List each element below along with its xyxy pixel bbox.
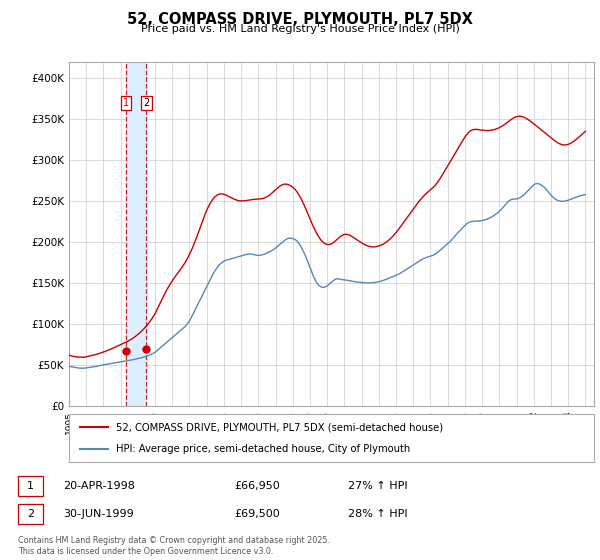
Text: 30-JUN-1999: 30-JUN-1999 — [63, 509, 134, 519]
Text: 20-APR-1998: 20-APR-1998 — [63, 481, 135, 491]
Text: 2: 2 — [143, 98, 149, 108]
Text: 52, COMPASS DRIVE, PLYMOUTH, PL7 5DX: 52, COMPASS DRIVE, PLYMOUTH, PL7 5DX — [127, 12, 473, 27]
Text: £66,950: £66,950 — [234, 481, 280, 491]
Text: 1: 1 — [122, 98, 128, 108]
Text: HPI: Average price, semi-detached house, City of Plymouth: HPI: Average price, semi-detached house,… — [116, 444, 410, 454]
Bar — [125, 62, 146, 406]
Text: 52, COMPASS DRIVE, PLYMOUTH, PL7 5DX (semi-detached house): 52, COMPASS DRIVE, PLYMOUTH, PL7 5DX (se… — [116, 422, 443, 432]
Text: Price paid vs. HM Land Registry's House Price Index (HPI): Price paid vs. HM Land Registry's House … — [140, 24, 460, 34]
Text: 1: 1 — [27, 481, 34, 491]
Text: 28% ↑ HPI: 28% ↑ HPI — [348, 509, 407, 519]
Text: £69,500: £69,500 — [234, 509, 280, 519]
Text: Contains HM Land Registry data © Crown copyright and database right 2025.
This d: Contains HM Land Registry data © Crown c… — [18, 536, 330, 556]
Text: 27% ↑ HPI: 27% ↑ HPI — [348, 481, 407, 491]
Text: 2: 2 — [27, 509, 34, 519]
